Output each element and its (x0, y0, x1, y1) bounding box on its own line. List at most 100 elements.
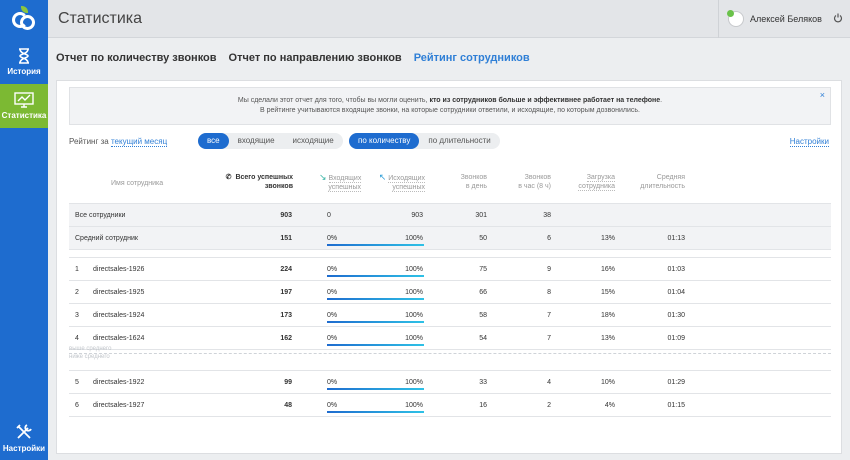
sidebar-item-label: Статистика (1, 111, 47, 120)
report-card: Мы сделали этот отчет для того, чтобы вы… (56, 80, 842, 454)
name-cell: directsales-1926 (93, 266, 145, 273)
avg-duration-cell: 01:30 (667, 312, 685, 319)
per-hour-cell: 4 (547, 379, 551, 386)
per-day-cell: 33 (479, 379, 487, 386)
direction-ratio-fill (327, 411, 424, 413)
incoming-cell: 0% (327, 402, 338, 409)
above-average-label: выше среднего (69, 346, 112, 352)
table-row[interactable]: Средний сотрудник 151 0% 100% 50 6 13% 01:13 (69, 227, 831, 250)
incoming-cell: 0% (327, 266, 338, 273)
direction-ratio-bar (327, 275, 424, 277)
table-row[interactable]: 2 directsales-1925 197 0% 100% 66 8 15% 01:04 (69, 281, 831, 304)
col-total-l2: звонков (264, 183, 293, 190)
col-incoming[interactable]: ↘ Входящих успешных (319, 172, 362, 192)
below-average-label: ниже среднего (69, 354, 110, 360)
col-per-day[interactable]: Звонков в день (437, 173, 487, 191)
sidebar-item-statistics[interactable]: Статистика (0, 84, 48, 128)
notice-text: Мы сделали этот отчет для того, чтобы вы… (237, 97, 428, 104)
load-cell: 16% (600, 266, 615, 273)
direction-filter: все входящие исходящие (198, 133, 343, 149)
above-average-rows: 1 directsales-1926 224 0% 100% 75 9 16% 01:03 2 di… (69, 257, 831, 350)
per-hour-cell: 38 (543, 212, 551, 219)
notice-line-1: Мы сделали этот отчет для того, чтобы вы… (70, 96, 830, 106)
user-menu[interactable]: Алексей Беляков (718, 0, 850, 38)
direction-ratio-fill (327, 275, 424, 277)
table-row[interactable]: 1 directsales-1926 224 0% 100% 75 9 16% 01:03 (69, 258, 831, 281)
direction-all[interactable]: все (198, 133, 229, 149)
col-avg-l1: Средняя (656, 174, 685, 181)
tab-employee-rating[interactable]: Рейтинг сотрудников (413, 52, 530, 64)
per-day-cell: 54 (479, 335, 487, 342)
avg-duration-cell: 01:15 (667, 402, 685, 409)
close-icon[interactable]: × (819, 90, 825, 100)
table-row[interactable]: 3 directsales-1924 173 0% 100% 58 7 18% 01:30 (69, 304, 831, 327)
report-tabs: Отчет по количеству звонков Отчет по нап… (56, 52, 542, 64)
col-in-l1: Входящих (328, 175, 362, 183)
col-per-hour[interactable]: Звонков в час (8 ч) (497, 173, 551, 191)
direction-ratio-bar (327, 344, 424, 346)
total-cell: 151 (280, 235, 292, 242)
per-hour-cell: 6 (547, 235, 551, 242)
outgoing-cell: 100% (405, 335, 423, 342)
col-total-l1: Всего успешных (235, 174, 293, 181)
logo-icon (11, 6, 37, 32)
total-cell: 162 (280, 335, 292, 342)
outgoing-cell: 100% (405, 266, 423, 273)
page-title: Статистика (58, 10, 143, 27)
settings-link[interactable]: Настройки (789, 137, 829, 147)
sort-filter: по количеству по длительности (349, 133, 500, 149)
direction-ratio-fill (327, 244, 424, 246)
direction-ratio-bar (327, 244, 424, 246)
table-row[interactable]: 5 directsales-1922 99 0% 100% 33 4 10% 01:29 (69, 371, 831, 394)
col-load[interactable]: Загрузка сотрудника (567, 173, 615, 191)
direction-outgoing[interactable]: исходящие (292, 136, 334, 145)
col-outgoing[interactable]: ↖ Исходящих успешных (377, 173, 425, 192)
per-day-cell: 50 (479, 235, 487, 242)
table-row[interactable]: 6 directsales-1927 48 0% 100% 16 2 4% 01:15 (69, 394, 831, 417)
sidebar-item-history[interactable]: История (0, 40, 48, 84)
rank-cell: 4 (75, 335, 79, 342)
user-name[interactable]: Алексей Беляков (750, 14, 822, 24)
tab-call-direction[interactable]: Отчет по направлению звонков (228, 52, 402, 64)
per-hour-cell: 9 (547, 266, 551, 273)
direction-ratio-fill (327, 388, 424, 390)
incoming-cell: 0% (327, 335, 338, 342)
per-hour-cell: 2 (547, 402, 551, 409)
arrow-incoming-icon: ↘ (319, 172, 327, 182)
load-cell: 18% (600, 312, 615, 319)
per-day-cell: 301 (475, 212, 487, 219)
col-hour-l1: Звонков (524, 174, 551, 181)
col-out-l2: успешных (392, 184, 425, 192)
col-name[interactable]: Имя сотрудника (111, 180, 164, 187)
notice-line-2: В рейтинге учитываются входящие звонки, … (259, 107, 640, 114)
period-select[interactable]: текущий месяц (110, 137, 168, 147)
avg-duration-cell: 01:13 (667, 235, 685, 242)
sidebar-item-settings[interactable]: Настройки (0, 416, 48, 460)
arrow-outgoing-icon: ↖ (378, 172, 387, 182)
col-in-l2: успешных (328, 184, 361, 192)
load-cell: 4% (604, 402, 615, 409)
col-load-l1: Загрузка (586, 174, 615, 182)
sort-by-count[interactable]: по количеству (349, 133, 420, 149)
avatar (727, 10, 744, 27)
phone-icon: ✆ (225, 174, 232, 181)
col-avg-duration[interactable]: Средняя длительность (629, 173, 685, 191)
direction-ratio-fill (327, 344, 424, 346)
tab-call-count[interactable]: Отчет по количеству звонков (56, 52, 217, 64)
average-divider (69, 353, 831, 354)
table-row[interactable]: Все сотрудники 903 0 903 301 38 (69, 204, 831, 227)
rating-period: Рейтинг за текущий месяц (69, 137, 168, 147)
power-icon[interactable] (833, 13, 843, 23)
sort-by-duration[interactable]: по длительности (428, 136, 491, 145)
col-load-l2: сотрудника (578, 183, 615, 191)
direction-incoming[interactable]: входящие (237, 136, 275, 145)
col-hour-l2: в час (8 ч) (518, 183, 551, 190)
average-divider-labels: выше среднего ниже среднего (69, 345, 111, 361)
outgoing-cell: 100% (405, 235, 423, 242)
table-row[interactable]: 4 directsales-1624 162 0% 100% 54 7 13% 01:09 (69, 327, 831, 350)
per-day-cell: 66 (479, 289, 487, 296)
name-cell: directsales-1922 (93, 379, 145, 386)
per-hour-cell: 7 (547, 312, 551, 319)
col-total[interactable]: ✆ Всего успешных звонков (217, 173, 293, 191)
app-logo[interactable] (0, 0, 48, 38)
